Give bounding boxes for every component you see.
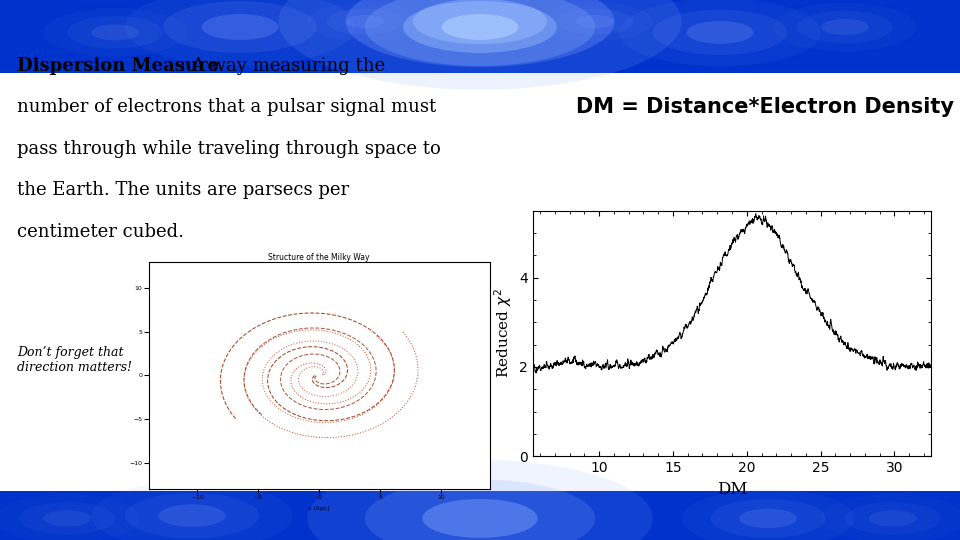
Text: centimeter cubed.: centimeter cubed. — [17, 223, 184, 241]
Ellipse shape — [403, 1, 557, 53]
Text: Dispersion Measure: Dispersion Measure — [17, 57, 219, 75]
Ellipse shape — [576, 15, 614, 28]
Ellipse shape — [653, 10, 787, 55]
Ellipse shape — [686, 21, 754, 44]
Bar — [0, 68, 960, 71]
X-axis label: x (kpc): x (kpc) — [308, 505, 330, 510]
Bar — [0, 69, 960, 73]
Ellipse shape — [163, 1, 317, 53]
Bar — [0, 18, 960, 21]
Bar — [0, 43, 960, 46]
Ellipse shape — [326, 9, 403, 35]
Bar — [0, 14, 960, 17]
Bar — [0, 45, 960, 48]
Ellipse shape — [43, 8, 187, 57]
Ellipse shape — [869, 510, 917, 526]
Ellipse shape — [821, 494, 960, 540]
Bar — [0, 49, 960, 52]
Ellipse shape — [91, 482, 293, 540]
Ellipse shape — [307, 460, 653, 540]
Ellipse shape — [67, 16, 163, 49]
Bar — [0, 73, 960, 491]
Bar — [0, 16, 960, 19]
Ellipse shape — [346, 15, 384, 28]
Bar — [0, 63, 960, 67]
Ellipse shape — [346, 0, 614, 67]
Ellipse shape — [619, 0, 821, 66]
Ellipse shape — [0, 494, 139, 540]
Bar — [0, 491, 960, 540]
Bar — [0, 51, 960, 55]
X-axis label: DM: DM — [717, 481, 747, 498]
Bar — [0, 11, 960, 15]
Bar — [0, 24, 960, 28]
Ellipse shape — [91, 24, 139, 40]
Ellipse shape — [538, 2, 653, 41]
Y-axis label: Reduced $\chi^2$: Reduced $\chi^2$ — [492, 288, 514, 379]
Bar — [0, 57, 960, 60]
Text: Don’t forget that
direction matters!: Don’t forget that direction matters! — [17, 346, 132, 374]
Ellipse shape — [202, 14, 278, 40]
Ellipse shape — [773, 3, 917, 51]
Bar — [0, 53, 960, 56]
Ellipse shape — [739, 509, 797, 528]
Ellipse shape — [682, 489, 854, 540]
Bar — [0, 59, 960, 63]
Bar — [0, 65, 960, 69]
Ellipse shape — [307, 2, 422, 41]
Text: the Earth. The units are parsecs per: the Earth. The units are parsecs per — [17, 181, 349, 199]
Bar — [0, 20, 960, 23]
Ellipse shape — [413, 0, 547, 44]
Bar — [0, 46, 960, 50]
Ellipse shape — [365, 480, 595, 540]
Bar — [0, 32, 960, 36]
Text: : A way measuring the: : A way measuring the — [180, 57, 386, 75]
Text: pass through while traveling through space to: pass through while traveling through spa… — [17, 140, 441, 158]
Bar — [0, 22, 960, 25]
Bar — [0, 36, 960, 40]
Bar — [0, 26, 960, 30]
Bar — [0, 55, 960, 58]
Bar — [0, 30, 960, 33]
Ellipse shape — [19, 502, 115, 535]
Ellipse shape — [845, 502, 941, 535]
Ellipse shape — [278, 0, 682, 90]
Ellipse shape — [158, 504, 226, 527]
Text: DM = Distance*Electron Density: DM = Distance*Electron Density — [576, 97, 954, 117]
Ellipse shape — [365, 0, 595, 66]
Title: Structure of the Milky Way: Structure of the Milky Way — [269, 253, 370, 262]
Ellipse shape — [710, 499, 826, 538]
Ellipse shape — [442, 14, 518, 40]
Bar — [0, 61, 960, 65]
Bar — [0, 34, 960, 38]
Ellipse shape — [557, 9, 634, 35]
Ellipse shape — [821, 19, 869, 35]
Bar — [0, 28, 960, 31]
Ellipse shape — [125, 0, 355, 66]
Ellipse shape — [797, 11, 893, 43]
Ellipse shape — [125, 493, 259, 538]
Ellipse shape — [43, 510, 91, 526]
Bar — [0, 38, 960, 42]
Text: number of electrons that a pulsar signal must: number of electrons that a pulsar signal… — [17, 98, 437, 116]
Bar — [0, 40, 960, 44]
Ellipse shape — [422, 499, 538, 538]
Bar — [0, 10, 960, 13]
